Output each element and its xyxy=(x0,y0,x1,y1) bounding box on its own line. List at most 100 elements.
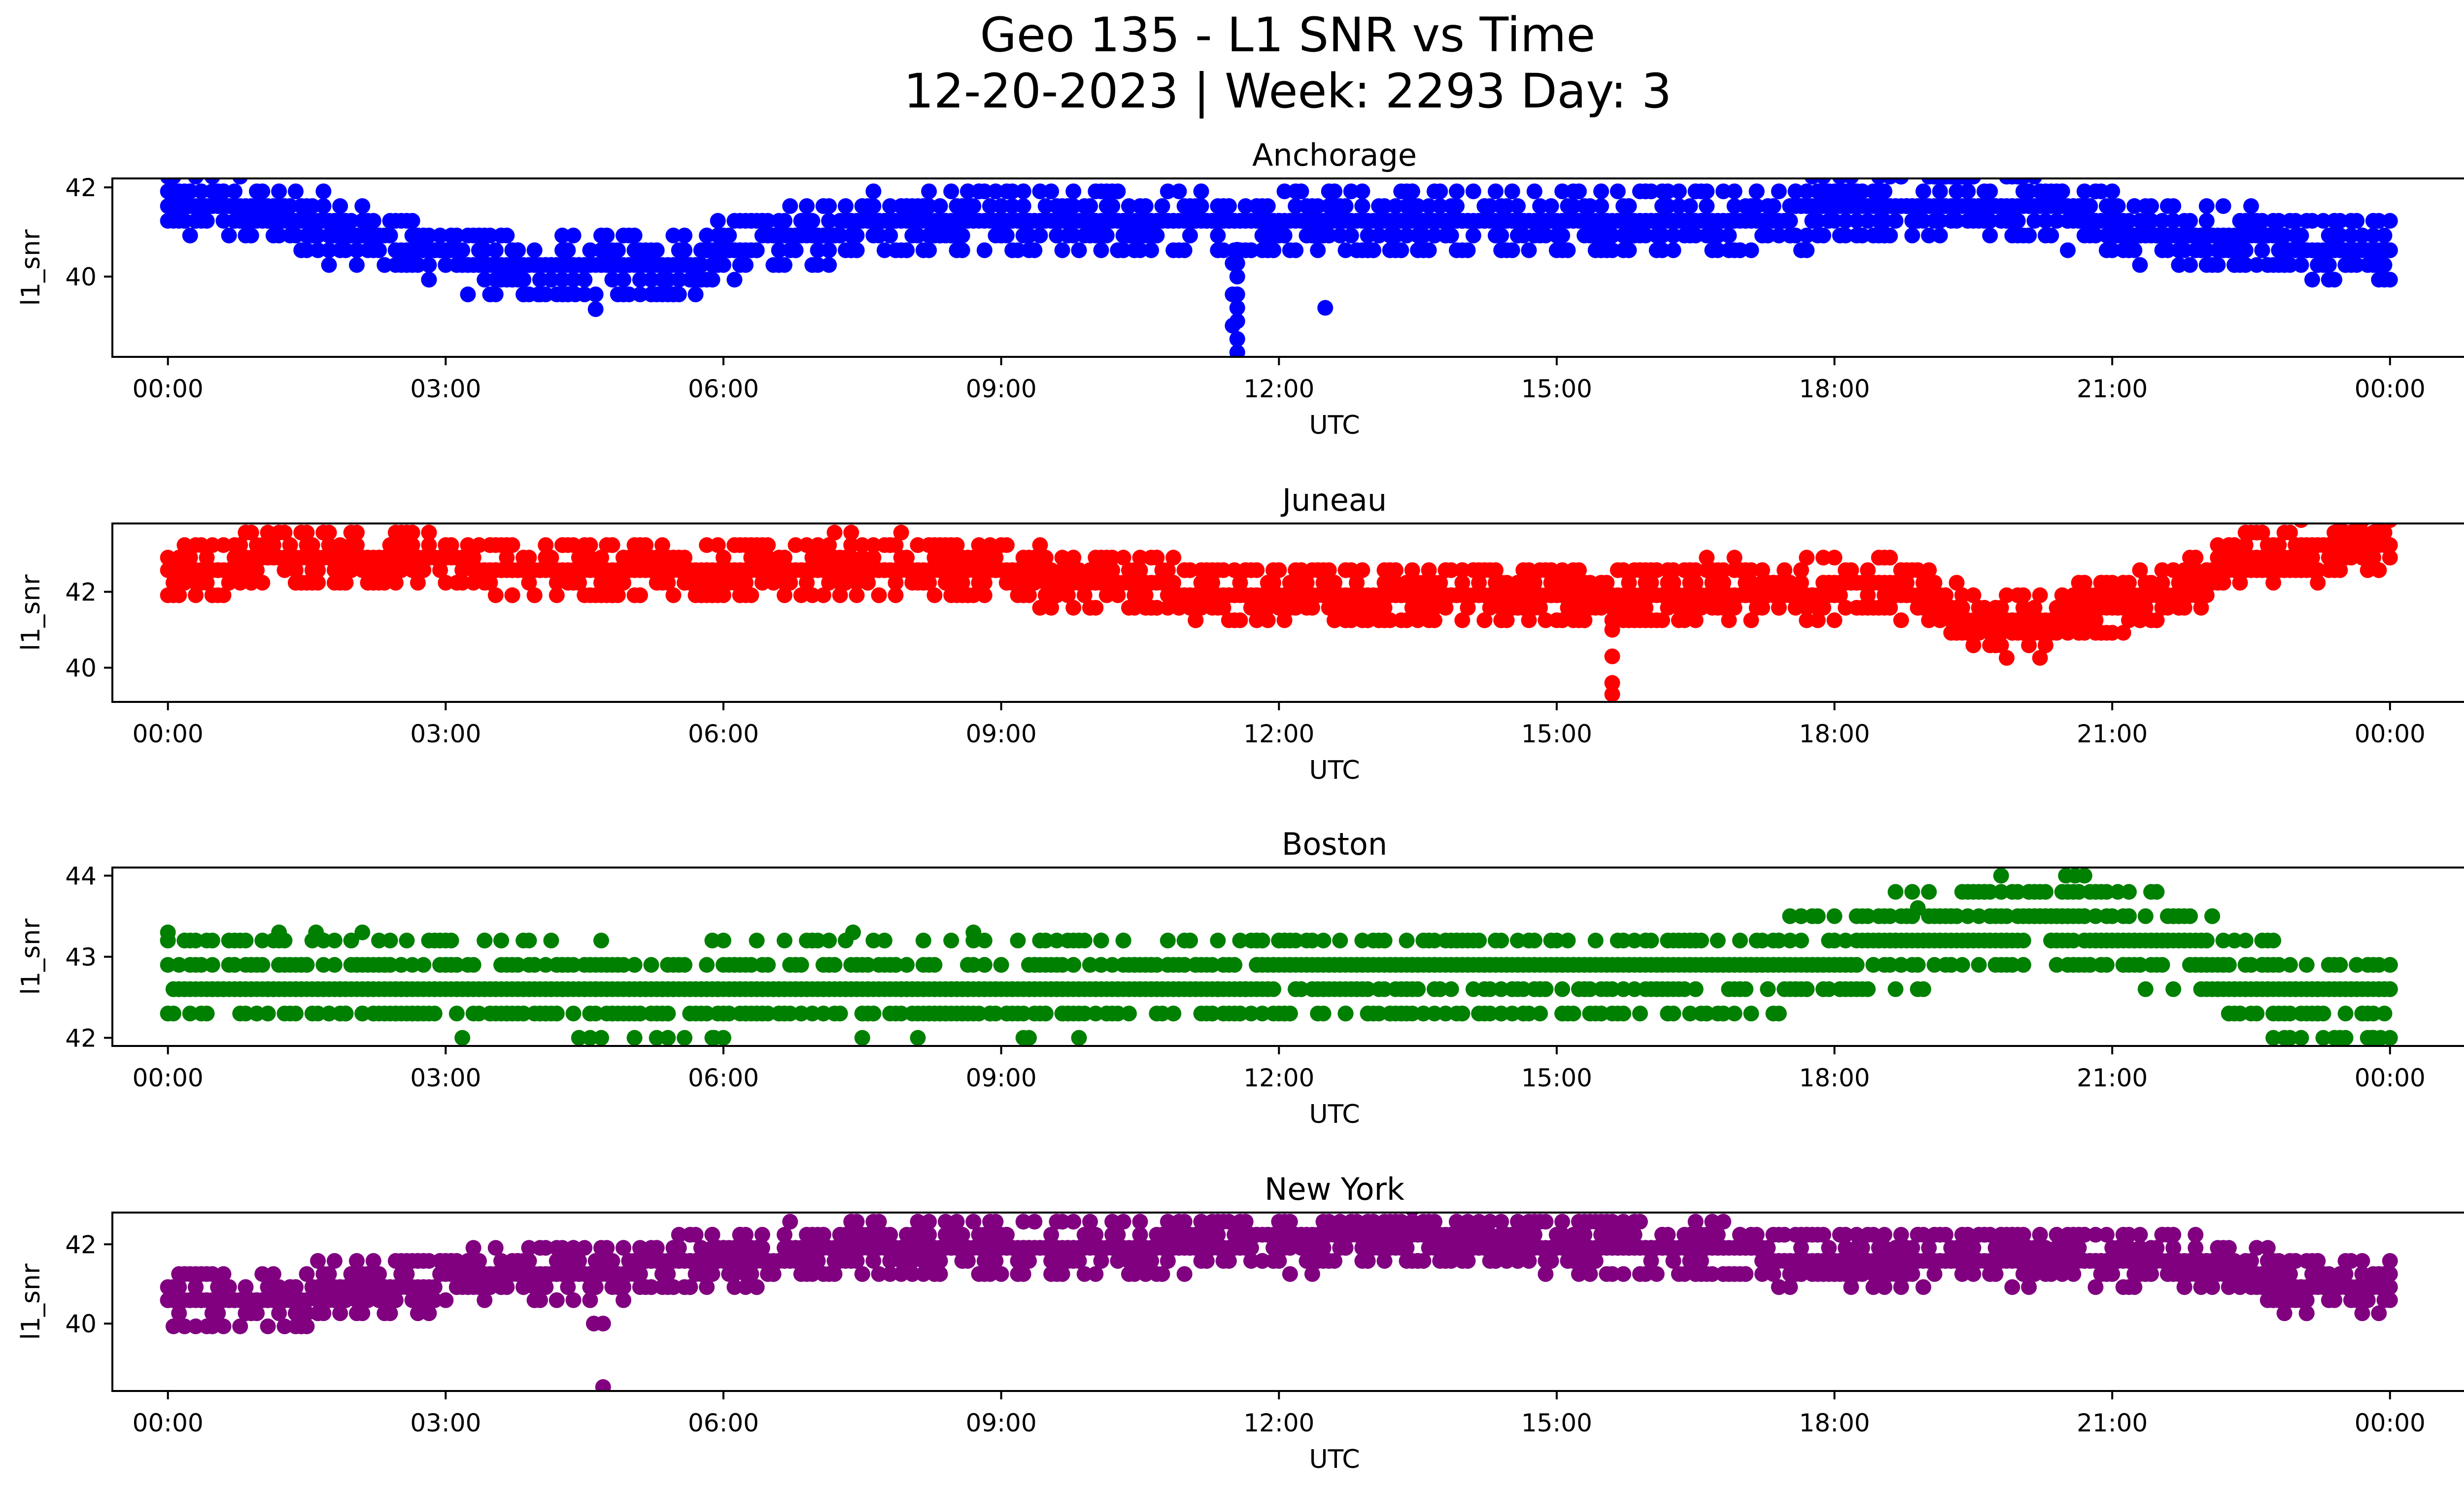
data-point xyxy=(832,587,848,603)
data-point xyxy=(1771,600,1787,616)
data-point xyxy=(632,272,648,288)
data-point xyxy=(232,537,248,553)
data-point xyxy=(1615,1006,1632,1022)
data-point xyxy=(1310,198,1326,214)
data-point xyxy=(1260,198,1276,214)
data-point xyxy=(204,537,220,553)
data-point xyxy=(854,1030,870,1046)
data-point xyxy=(1826,213,1843,229)
data-point xyxy=(1999,650,2015,666)
data-point xyxy=(1782,933,1798,949)
data-point xyxy=(765,575,782,591)
data-point xyxy=(471,537,487,553)
data-point xyxy=(532,272,548,288)
data-point xyxy=(704,272,720,288)
data-point xyxy=(1004,198,1021,214)
data-point xyxy=(1726,198,1743,214)
data-point xyxy=(1848,213,1865,229)
data-point xyxy=(971,537,987,553)
data-point xyxy=(1015,183,1031,200)
data-point xyxy=(410,575,426,591)
data-point xyxy=(2349,213,2365,229)
data-point xyxy=(487,242,504,258)
data-point xyxy=(660,272,676,288)
data-point xyxy=(2076,908,2092,924)
data-point xyxy=(799,198,815,214)
data-point xyxy=(1482,600,1498,616)
data-point xyxy=(610,242,626,258)
y-tick-label: 43 xyxy=(65,943,97,972)
data-point xyxy=(1293,981,1309,997)
data-point xyxy=(1093,933,1109,949)
data-point xyxy=(1360,612,1376,628)
data-point xyxy=(954,242,970,258)
data-point xyxy=(1227,562,1243,578)
data-point xyxy=(2088,227,2104,243)
data-point xyxy=(1871,178,1887,185)
data-point xyxy=(610,587,626,603)
data-point xyxy=(243,227,259,243)
data-point xyxy=(787,537,804,553)
data-point xyxy=(1826,933,1843,949)
data-point xyxy=(1215,242,1232,258)
data-point xyxy=(1604,981,1620,997)
data-point xyxy=(1993,625,2009,641)
data-point xyxy=(626,1030,643,1046)
data-point xyxy=(1982,884,1998,900)
data-point xyxy=(1743,242,1759,258)
data-point xyxy=(2076,575,2092,591)
data-point xyxy=(215,213,232,229)
data-point xyxy=(1993,868,2009,884)
data-point xyxy=(2104,242,2121,258)
data-point xyxy=(1132,562,1148,578)
data-point xyxy=(2188,550,2204,566)
data-point xyxy=(2121,575,2137,591)
data-point xyxy=(1621,600,1637,616)
data-point xyxy=(204,933,220,949)
data-point xyxy=(1293,562,1309,578)
data-point xyxy=(716,587,731,603)
data-point xyxy=(1882,600,1898,616)
data-point xyxy=(426,1006,443,1022)
data-point xyxy=(1782,575,1798,591)
data-point xyxy=(1782,213,1798,229)
data-point xyxy=(571,1030,587,1046)
data-point xyxy=(876,933,892,949)
data-point xyxy=(349,524,365,541)
data-point xyxy=(2365,227,2381,243)
data-point xyxy=(2026,178,2042,185)
data-point xyxy=(1243,600,1259,616)
data-point xyxy=(193,183,209,200)
data-point xyxy=(1815,227,1831,243)
data-point xyxy=(243,524,259,541)
data-point xyxy=(304,198,320,214)
data-point xyxy=(1232,933,1248,949)
data-point xyxy=(1943,957,1959,973)
data-point xyxy=(1754,600,1770,616)
data-point xyxy=(710,537,726,553)
data-point xyxy=(1171,600,1187,616)
data-point xyxy=(1565,198,1581,214)
data-point xyxy=(2165,213,2182,229)
data-point xyxy=(1060,587,1076,603)
data-point xyxy=(1266,981,1281,997)
data-point xyxy=(1093,242,1109,258)
data-point xyxy=(1532,600,1548,616)
data-point xyxy=(260,1006,276,1022)
x-tick-label: 15:00 xyxy=(1521,720,1592,748)
data-point xyxy=(1154,198,1170,214)
data-point xyxy=(338,242,354,258)
data-point xyxy=(2259,562,2276,578)
data-point xyxy=(548,575,565,591)
data-point xyxy=(1799,242,1815,258)
data-point xyxy=(315,957,332,973)
data-point xyxy=(1437,600,1454,616)
data-point xyxy=(1182,227,1198,243)
data-point xyxy=(843,550,859,566)
data-point xyxy=(2082,198,2098,214)
data-point xyxy=(1232,1006,1248,1022)
data-point xyxy=(1799,183,1815,200)
data-point xyxy=(1526,933,1542,949)
data-point xyxy=(1921,227,1937,243)
data-point xyxy=(1893,957,1909,973)
